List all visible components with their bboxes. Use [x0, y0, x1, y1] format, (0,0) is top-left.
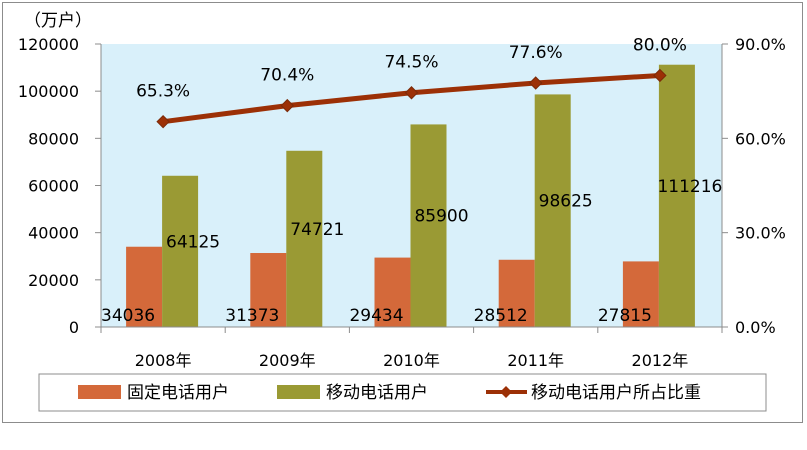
legend-label-share: 移动电话用户所占比重	[531, 383, 701, 403]
data-label-share: 70.4%	[260, 66, 314, 86]
marker-mobile-share	[280, 98, 295, 113]
data-label-share: 74.5%	[384, 53, 438, 73]
data-label-mobile: 64125	[166, 232, 220, 252]
data-label-share: 65.3%	[136, 82, 190, 102]
data-label-fixed: 27815	[598, 306, 652, 326]
legend-swatch-fixed	[78, 385, 121, 399]
x-tick-label: 2012年	[632, 351, 689, 370]
data-label-mobile: 111216	[657, 177, 722, 197]
data-label-mobile: 74721	[290, 220, 344, 240]
data-label-fixed: 29434	[349, 306, 403, 326]
y-tick-label: 20000	[28, 271, 79, 290]
marker-mobile-share	[653, 68, 667, 83]
data-label-share: 80.0%	[633, 35, 687, 55]
legend-label-mobile: 移动电话用户	[326, 383, 428, 403]
marker-mobile-share	[528, 76, 543, 90]
data-label-fixed: 31373	[225, 306, 279, 326]
y-axis-unit-label: （万户）	[24, 11, 92, 31]
y2-tick-label: 60.0%	[735, 129, 786, 148]
y-tick-label: 40000	[28, 224, 79, 243]
bar-mobile-2008年	[162, 175, 199, 327]
bar-fixed-2010年	[374, 257, 411, 327]
legend-swatch-mobile	[277, 385, 320, 399]
bar-fixed-2011年	[498, 259, 535, 327]
legend: 固定电话用户 移动电话用户 移动电话用户所占比重	[38, 373, 767, 412]
legend-box	[38, 373, 767, 412]
bar-fixed-2008年	[126, 246, 163, 327]
legend-label-fixed: 固定电话用户	[127, 383, 229, 403]
x-tick-label: 2008年	[135, 351, 192, 370]
y-tick-label: 60000	[28, 177, 79, 196]
y-tick-label: 0	[69, 318, 79, 337]
y2-tick-label: 90.0%	[735, 35, 786, 54]
x-tick-label: 2010年	[383, 351, 440, 370]
y-tick-label: 80000	[28, 129, 79, 148]
data-label-share: 77.6%	[509, 43, 563, 63]
bar-fixed-2009年	[250, 253, 287, 327]
marker-mobile-share	[404, 86, 419, 100]
bar-mobile-2011年	[534, 94, 571, 327]
data-label-fixed: 34036	[101, 306, 155, 326]
y2-tick-label: 30.0%	[735, 224, 786, 243]
bar-fixed-2012年	[622, 261, 659, 327]
y2-tick-label: 0.0%	[735, 318, 776, 337]
bar-mobile-2009年	[286, 150, 323, 327]
data-label-fixed: 28512	[474, 306, 528, 326]
legend-swatch-share-marker	[500, 386, 512, 398]
y-tick-label: 120000	[18, 35, 79, 54]
bar-mobile-2010年	[410, 124, 447, 328]
marker-mobile-share	[156, 114, 170, 129]
data-label-mobile: 85900	[414, 207, 468, 227]
bar-mobile-2012年	[658, 64, 695, 327]
data-label-mobile: 98625	[539, 192, 593, 212]
y-tick-label: 100000	[18, 82, 79, 101]
x-tick-label: 2009年	[259, 351, 316, 370]
x-tick-label: 2011年	[507, 351, 564, 370]
